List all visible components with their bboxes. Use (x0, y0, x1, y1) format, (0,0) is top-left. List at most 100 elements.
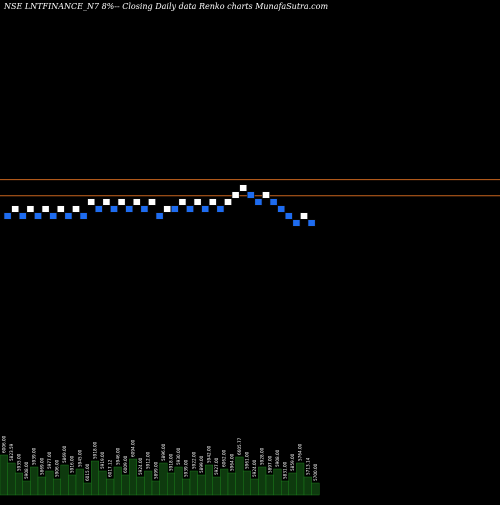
volume-bar (296, 462, 305, 496)
volume-value-label: 6605.77 (237, 437, 242, 455)
renko-brick-down (155, 212, 164, 220)
volume-bar (204, 464, 213, 496)
renko-brick-up (208, 198, 217, 206)
volume-value-label: 5906.00 (55, 459, 60, 477)
volume-value-label: 5935.00 (17, 453, 22, 471)
volume-value-label: 5700.00 (313, 463, 318, 481)
volume-bar (90, 460, 99, 496)
volume-bar (106, 478, 115, 496)
volume-bar (113, 466, 122, 496)
volume-value-label: 5939.00 (184, 459, 189, 477)
volume-value-label: 5924.00 (138, 457, 143, 475)
volume-value-label: 5946.00 (115, 447, 120, 465)
volume-value-label: 5899.00 (199, 455, 204, 473)
volume-bar (128, 458, 137, 496)
renko-brick-down (34, 212, 42, 220)
volume-bar (281, 480, 290, 496)
renko-brick-down (140, 205, 149, 213)
volume-value-label: 5713.14 (305, 457, 310, 475)
volume-value-label: 5977.00 (47, 451, 52, 469)
volume-value-label: 5869.00 (62, 445, 67, 463)
renko-brick-down (94, 205, 103, 213)
volume-value-label: 6094.00 (131, 439, 136, 457)
volume-bar (75, 468, 84, 496)
volume-value-label: 5924.00 (252, 459, 257, 477)
volume-value-label: 6017.12 (108, 459, 113, 477)
volume-bar (68, 474, 77, 496)
volume-value-label: 5922.00 (191, 451, 196, 469)
renko-brick-up (72, 205, 80, 213)
volume-value-label: 5896.00 (161, 443, 166, 461)
renko-brick-down (3, 212, 12, 220)
volume-bar (53, 478, 62, 496)
volume-value-label: 6006.00 (1, 435, 6, 453)
renko-brick-up (300, 212, 308, 220)
volume-bar (182, 478, 191, 496)
renko-brick-up (26, 205, 35, 213)
volume-bar (159, 462, 168, 496)
volume-value-label: 5916.00 (70, 455, 75, 473)
volume-value-label: 6015.00 (85, 463, 90, 481)
renko-brick-up (193, 198, 202, 206)
renko-brick-down (18, 212, 27, 220)
volume-bars (0, 454, 320, 496)
volume-value-label: 5908.00 (24, 461, 29, 479)
renko-brick-down (246, 191, 255, 199)
volume-bar (311, 482, 320, 496)
chart-title: NSE LNTFINANCE_N7 8%-- Closing Daily dat… (3, 2, 328, 11)
volume-value-label: 5764.00 (298, 443, 303, 461)
renko-brick-up (239, 184, 248, 192)
renko-brick-up (87, 198, 96, 206)
renko-brick-down (284, 212, 293, 220)
renko-brick-up (56, 205, 65, 213)
volume-bar (83, 482, 92, 496)
volume-value-label: 5964.00 (229, 453, 234, 471)
renko-brick-down (292, 219, 301, 227)
volume-bar (22, 480, 31, 496)
renko-brick-down (125, 205, 134, 213)
volume-bar (220, 468, 229, 496)
renko-brick-down (49, 212, 58, 220)
volume-bar (151, 480, 160, 496)
renko-brick-up (163, 205, 172, 213)
volume-value-label: 6009.00 (123, 455, 128, 473)
renko-brick-down (110, 205, 118, 213)
volume-bar (121, 474, 130, 496)
volume-value-label: 5859.00 (290, 453, 295, 471)
volume-bar (7, 462, 16, 496)
renko-brick-down (79, 212, 88, 220)
renko-brick-up (102, 198, 111, 206)
volume-bar (227, 472, 236, 496)
renko-brick-down (64, 212, 73, 220)
volume-bar (136, 476, 145, 496)
volume-value-label: 5918.00 (93, 441, 98, 459)
volume-bar (273, 468, 282, 496)
volume-bar (265, 474, 274, 496)
renko-brick-up (224, 198, 232, 206)
volume-value-label: 5912.00 (146, 451, 151, 469)
renko-brick-down (216, 205, 225, 213)
renko-brick-up (262, 191, 270, 199)
volume-bar (174, 466, 183, 496)
volume-value-label: 5930.00 (176, 447, 181, 465)
renko-brick-down (201, 205, 210, 213)
volume-value-label: 5908.00 (275, 449, 280, 467)
renko-brick-up (231, 191, 240, 199)
renko-brick-up (148, 198, 156, 206)
volume-bar (197, 474, 206, 496)
renko-brick-down (254, 198, 263, 206)
renko-brick-up (178, 198, 187, 206)
renko-brick-down (307, 219, 316, 227)
volume-bar (242, 470, 251, 496)
volume-bar (60, 464, 69, 496)
volume-bar (235, 456, 244, 496)
renko-brick-up (117, 198, 126, 206)
volume-value-label: 5899.00 (153, 461, 158, 479)
volume-bar (144, 470, 153, 496)
volume-bar (250, 478, 259, 496)
volume-bar (37, 476, 46, 496)
volume-value-label: 5928.00 (260, 447, 265, 465)
